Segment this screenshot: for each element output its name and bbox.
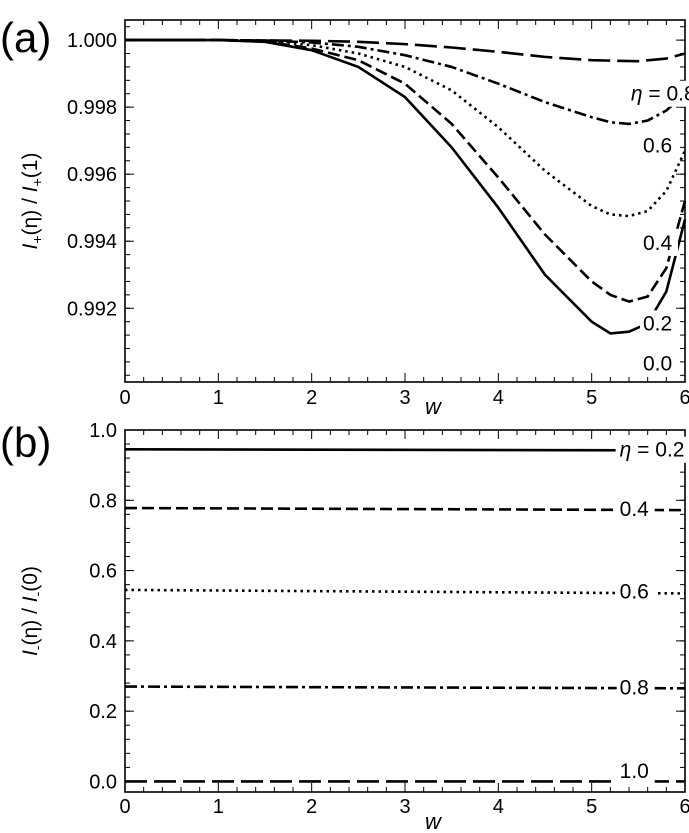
- label-background: [640, 350, 678, 377]
- x-tick-label: 5: [586, 796, 597, 818]
- x-tick-label: 0: [119, 387, 130, 409]
- series-label-0.4: 0.4: [620, 498, 650, 521]
- y-axis-label-part: +: [29, 235, 45, 243]
- series-line-0.6: [125, 38, 686, 126]
- label-background: [616, 757, 655, 784]
- y-axis-label-part: +: [29, 178, 45, 186]
- y-axis-label-part: (0): [19, 566, 42, 592]
- y-axis-label-part: -: [29, 591, 45, 596]
- x-tick-label: 4: [493, 796, 504, 818]
- x-tick-label: 6: [679, 387, 689, 409]
- x-tick-label: 3: [399, 796, 410, 818]
- y-axis-label-part: (η): [19, 210, 42, 236]
- x-tick-label: 3: [399, 387, 410, 409]
- x-tick-label: 6: [679, 796, 689, 818]
- y-tick-label: 0.992: [67, 298, 117, 320]
- label-background: [616, 578, 655, 605]
- label-background: [640, 229, 678, 256]
- series-line-0.4: [124, 506, 686, 512]
- series-label-text: 1.0: [620, 760, 649, 783]
- series-label-1.0: 1.0: [620, 760, 649, 783]
- series-line-0.6: [124, 588, 686, 595]
- x-tick-label: 5: [586, 387, 597, 409]
- label-background: [616, 674, 655, 701]
- y-tick-label: 0.998: [67, 97, 117, 119]
- x-tick-label: 1: [213, 387, 224, 409]
- y-tick-label: 0.2: [89, 701, 117, 723]
- y-tick-label: 0.6: [89, 561, 117, 583]
- x-tick-label: 1: [213, 796, 224, 818]
- y-axis-label-part: /: [19, 192, 42, 210]
- y-tick-label: 0.0: [89, 771, 117, 793]
- plot-frame: [124, 429, 686, 793]
- series-line-0.2: [124, 448, 686, 452]
- y-tick-label: 0.8: [89, 490, 117, 512]
- series-label-0.8: 0.8: [620, 676, 649, 699]
- y-axis-label-part: I: [19, 243, 42, 249]
- series-label-text: 0.0: [643, 353, 672, 376]
- y-axis-label-part: /: [19, 602, 42, 620]
- series-label-text: 0.8: [620, 676, 649, 699]
- x-tick-label: 0: [119, 796, 130, 818]
- y-tick-label: 0.994: [67, 231, 117, 253]
- y-tick-label: 0.4: [89, 631, 117, 653]
- series-label-0.2: η = 0.2: [620, 439, 685, 462]
- y-axis-label-part: -: [29, 645, 45, 650]
- series-label-text: 0.6: [620, 581, 649, 604]
- series-label-text: 0.4: [620, 498, 650, 521]
- series-line-0.8: [125, 38, 686, 63]
- panel-label: (a): [0, 14, 51, 61]
- x-tick-label: 2: [306, 387, 317, 409]
- series-label-0.0: 0.0: [643, 353, 672, 376]
- series-label-text: 0.4: [643, 232, 673, 255]
- y-tick-label: 1.000: [67, 30, 117, 52]
- series-label-text: 0.6: [643, 135, 672, 158]
- label-background: [626, 80, 689, 107]
- series-label-0.8: η = 0.8: [631, 83, 689, 106]
- label-background: [640, 132, 678, 159]
- y-tick-label: 1.0: [89, 420, 117, 442]
- label-background: [640, 310, 678, 337]
- panel-label: (b): [0, 419, 51, 466]
- panel-a: (a)0 1 2 3 4 5 61.0000.9980.9960.9940.992wI+(η…: [0, 14, 689, 419]
- y-axis-label-part: I: [19, 650, 42, 656]
- series-line-0.8: [124, 685, 686, 690]
- eta-symbol: η: [631, 83, 643, 106]
- eta-symbol: η: [620, 439, 632, 462]
- panel-b: (b)0 1 2 3 4 5 60.00.20.40.60.81.0wI-(η) / I-(…: [0, 419, 689, 833]
- series-label-text: = 0.8: [643, 83, 689, 106]
- x-tick-label: 4: [493, 387, 504, 409]
- series-line-0.2: [125, 38, 687, 303]
- series-label-0.2: 0.2: [643, 312, 672, 335]
- y-axis-label-part: (1): [19, 153, 42, 179]
- series-label-0.6: 0.6: [620, 581, 649, 604]
- label-background: [616, 496, 655, 523]
- series-label-text: = 0.2: [631, 439, 684, 462]
- y-tick-label: 0.996: [67, 164, 117, 186]
- y-axis-label: I-(η) / I-(0): [19, 566, 45, 656]
- series-label-0.6: 0.6: [643, 135, 672, 158]
- y-axis-label-part: I: [19, 596, 42, 602]
- series-line-0.4: [125, 38, 687, 218]
- y-axis-label-part: I: [19, 186, 42, 192]
- y-axis-label-part: (η): [19, 620, 42, 646]
- x-axis-label: w: [425, 394, 443, 419]
- y-axis-label: I+(η) / I+(1): [19, 153, 45, 250]
- x-axis-label: w: [425, 809, 443, 833]
- series-label-0.4: 0.4: [643, 232, 673, 255]
- x-tick-label: 2: [306, 796, 317, 818]
- label-background: [615, 436, 689, 463]
- series-label-text: 0.2: [643, 312, 672, 335]
